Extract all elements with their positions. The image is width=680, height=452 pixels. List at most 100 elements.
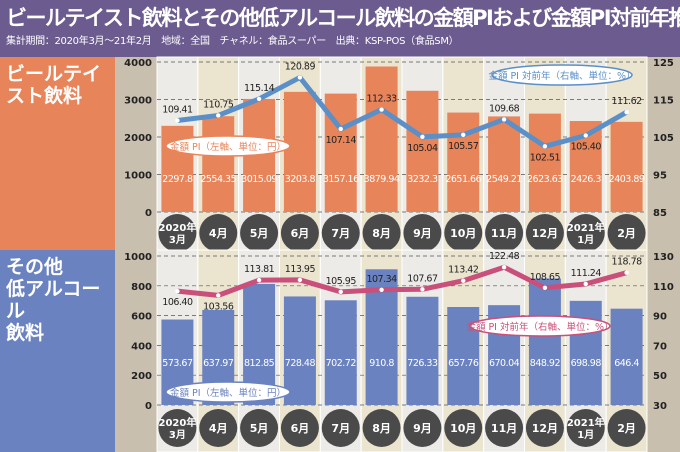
line-value-label: 113.42 <box>448 265 479 276</box>
month-circle <box>566 409 605 447</box>
right-tick-label: 110 <box>653 282 674 293</box>
month-circle <box>158 214 197 252</box>
month-circle <box>403 214 442 252</box>
legend-bar-label: 金額 PI（左軸、単位：円） <box>170 387 286 399</box>
right-tick-label: 85 <box>653 208 667 219</box>
left-axis-band <box>115 57 157 250</box>
left-tick-label: 0 <box>145 401 152 412</box>
left-tick-label: 1000 <box>124 252 152 263</box>
line-point <box>338 126 343 132</box>
line-point <box>624 109 629 115</box>
line-point <box>175 288 180 294</box>
line-value-label: 109.68 <box>489 103 520 114</box>
left-tick-label: 200 <box>131 371 152 382</box>
line-value-label: 110.75 <box>203 99 234 110</box>
bar <box>202 116 235 212</box>
bar-value-label: 726.33 <box>407 358 438 369</box>
legend-bar-label: 金額 PI（左軸、単位：円） <box>170 141 286 153</box>
bar-value-label: 910.8 <box>369 358 394 369</box>
bar <box>488 116 521 212</box>
month-circle <box>240 409 279 447</box>
bar <box>283 296 316 405</box>
line-point <box>297 75 303 80</box>
bar <box>610 308 643 405</box>
bar-value-label: 698.98 <box>571 358 602 369</box>
month-circle <box>403 409 442 447</box>
bar-value-label: 2623.63 <box>527 174 563 185</box>
left-tick-label: 800 <box>131 282 152 293</box>
month-circle <box>607 409 646 447</box>
line-series <box>177 74 628 149</box>
line-value-label: 106.40 <box>162 297 193 308</box>
month-label: 6月 <box>291 227 310 240</box>
line-point <box>379 287 384 292</box>
month-circle <box>199 214 238 252</box>
line-point <box>420 287 425 292</box>
line-point <box>583 133 588 138</box>
month-circle <box>485 409 524 447</box>
bar-value-label: 3232.3 <box>407 174 438 185</box>
bar-value-label: 646.4 <box>614 358 639 369</box>
line-value-label: 111.62 <box>611 96 642 107</box>
line-point <box>379 107 384 112</box>
bar-value-label: 2297.8 <box>162 174 193 185</box>
bar <box>528 113 561 212</box>
line-point <box>461 278 466 283</box>
line-value-label: 109.41 <box>162 104 193 115</box>
bar <box>610 121 643 212</box>
month-label: 11月 <box>491 422 517 435</box>
left-tick-label: 400 <box>131 341 152 352</box>
right-axis-band <box>647 57 680 250</box>
month-label: 4月 <box>209 227 228 240</box>
line-point <box>624 270 629 275</box>
bar <box>283 91 316 212</box>
legend-line-pill <box>469 315 611 337</box>
chart-subtitle: 集計期間：2020年3月〜21年2月 地域：全国 チャネル：食品スーパー 出典：… <box>6 36 459 47</box>
month-label: 2020年 <box>158 221 196 234</box>
month-label: 3月 <box>169 429 186 441</box>
bar-value-label: 2403.89 <box>609 174 645 185</box>
month-circle <box>362 214 401 252</box>
left-tick-label: 2000 <box>124 133 152 144</box>
month-label: 7月 <box>331 227 350 240</box>
legend-bar-pill <box>165 135 291 157</box>
line-value-label: 118.78 <box>611 257 642 268</box>
line-point <box>461 132 466 138</box>
line-point <box>256 277 262 283</box>
right-tick-label: 70 <box>653 341 667 352</box>
month-label: 5月 <box>250 422 269 435</box>
month-circle <box>566 214 605 252</box>
line-point <box>297 277 303 283</box>
bar-value-label: 848.92 <box>530 358 561 369</box>
left-tick-label: 1000 <box>124 171 152 182</box>
month-label: 1月 <box>577 429 594 441</box>
month-circle <box>485 214 524 252</box>
line-value-label: 103.56 <box>203 301 234 312</box>
month-label: 9月 <box>413 227 432 240</box>
month-circle <box>525 214 564 252</box>
left-axis-band <box>115 250 157 452</box>
month-label: 8月 <box>372 227 391 240</box>
bar-value-label: 2549.21 <box>486 174 522 185</box>
legend-line-pill <box>491 64 633 86</box>
month-circle <box>280 409 319 447</box>
month-label: 2月 <box>617 227 636 240</box>
right-tick-label: 130 <box>653 252 674 263</box>
right-tick-label: 115 <box>653 96 674 107</box>
line-value-label: 113.81 <box>244 264 275 275</box>
line-point <box>216 293 221 298</box>
line-value-label: 108.65 <box>530 272 561 283</box>
month-circle <box>240 214 279 252</box>
chart-title: ビールテイスト飲料とその他低アルコール飲料の金額PIおよび金額PI対前年推移 <box>6 6 680 30</box>
left-tick-label: 4000 <box>124 58 152 69</box>
month-label: 8月 <box>372 422 391 435</box>
bar <box>406 296 439 405</box>
right-tick-label: 125 <box>653 58 674 69</box>
line-value-label: 111.24 <box>571 268 602 279</box>
month-label: 11月 <box>491 227 517 240</box>
month-circle <box>444 214 483 252</box>
line-point <box>542 285 548 291</box>
line-value-label: 107.14 <box>326 135 357 146</box>
line-value-label: 105.40 <box>571 142 602 153</box>
